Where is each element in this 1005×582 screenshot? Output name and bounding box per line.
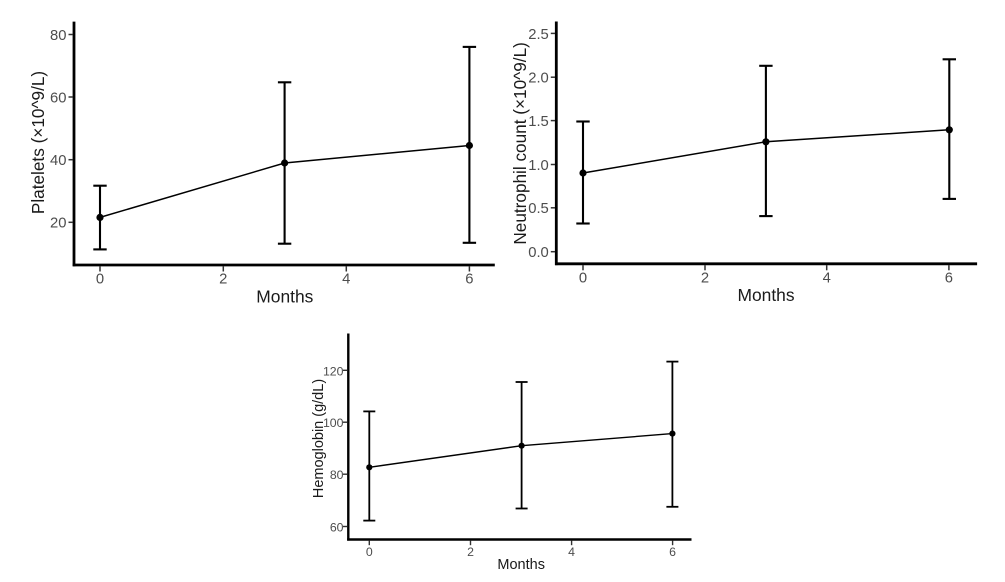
svg-text:2.5: 2.5	[528, 27, 549, 43]
svg-text:0: 0	[579, 270, 587, 286]
svg-text:0.5: 0.5	[528, 201, 549, 217]
svg-text:2.0: 2.0	[528, 71, 549, 87]
svg-text:0: 0	[366, 545, 373, 559]
svg-text:6: 6	[669, 545, 676, 559]
svg-text:Hemoglobin (g/dL): Hemoglobin (g/dL)	[311, 379, 327, 498]
svg-text:4: 4	[568, 545, 575, 559]
svg-text:2: 2	[467, 545, 474, 559]
svg-text:4: 4	[342, 272, 350, 288]
svg-text:4: 4	[823, 270, 831, 286]
svg-text:40: 40	[50, 153, 66, 169]
svg-text:Neutrophil count (×10^9/L): Neutrophil count (×10^9/L)	[510, 42, 530, 245]
svg-text:Months: Months	[497, 557, 545, 573]
svg-text:0.0: 0.0	[528, 245, 549, 261]
svg-text:6: 6	[465, 272, 473, 288]
svg-text:20: 20	[50, 216, 66, 232]
svg-text:6: 6	[945, 270, 953, 286]
svg-text:60: 60	[50, 90, 66, 106]
svg-text:2: 2	[219, 272, 227, 288]
svg-text:80: 80	[330, 468, 344, 482]
svg-text:80: 80	[50, 28, 66, 44]
svg-text:Months: Months	[256, 286, 313, 306]
svg-text:100: 100	[323, 416, 344, 430]
svg-text:0: 0	[96, 272, 104, 288]
svg-text:1.5: 1.5	[528, 114, 549, 130]
svg-text:Months: Months	[737, 285, 794, 305]
svg-text:2: 2	[701, 270, 709, 286]
svg-text:60: 60	[330, 521, 344, 535]
svg-text:1.0: 1.0	[528, 158, 549, 174]
svg-text:Platelets (×10^9/L): Platelets (×10^9/L)	[28, 71, 48, 214]
svg-text:120: 120	[323, 364, 344, 378]
